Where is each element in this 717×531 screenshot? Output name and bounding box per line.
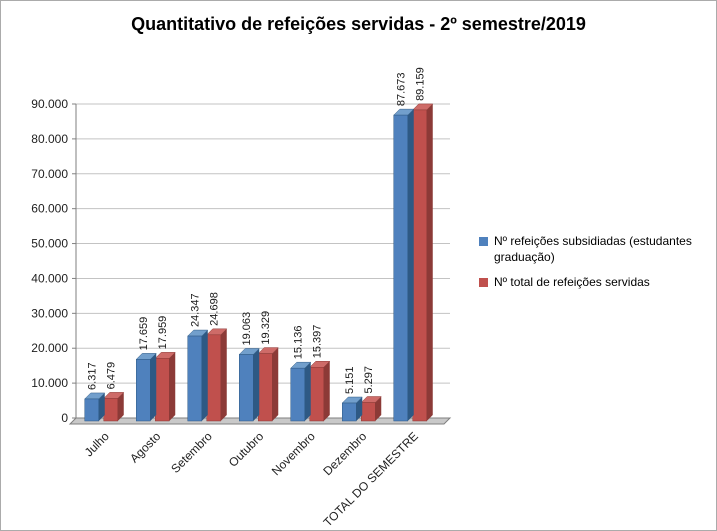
bar-side: [272, 347, 279, 421]
bar-total-0: [103, 398, 118, 422]
bar-subsidiadas-6: [393, 114, 408, 422]
data-label: 6.317: [87, 362, 99, 390]
y-axis-label: 0: [61, 411, 68, 425]
y-axis-label: 10.000: [31, 376, 68, 390]
x-axis-label-2: Setembro: [168, 429, 215, 476]
legend-label-subsidiadas: Nº refeições subsidiadas (estudantes gra…: [494, 234, 692, 264]
bar-subsidiadas-1: [136, 359, 151, 422]
data-label: 87.673: [396, 72, 408, 106]
legend-item-subsidiadas: Nº refeições subsidiadas (estudantes gra…: [479, 234, 713, 265]
bar-side: [375, 396, 382, 421]
data-label: 17.659: [138, 317, 150, 351]
y-axis-label: 80.000: [31, 132, 68, 146]
bar-total-1: [155, 358, 170, 422]
bar-side: [201, 330, 208, 421]
bar-side: [304, 362, 311, 421]
data-label: 24.347: [190, 293, 202, 327]
bar-total-5: [361, 402, 376, 422]
chart-title: Quantitativo de refeições servidas - 2º …: [131, 14, 586, 34]
bar-subsidiadas-2: [187, 335, 202, 422]
bar-subsidiadas-5: [342, 402, 357, 422]
bar-side: [150, 353, 157, 421]
bar-side: [426, 103, 433, 422]
legend-label-total: Nº total de refeições servidas: [494, 275, 650, 290]
data-label: 5.297: [363, 366, 375, 394]
y-axis-label: 60.000: [31, 202, 68, 216]
legend-item-total: Nº total de refeições servidas: [479, 275, 713, 291]
data-label: 19.063: [241, 312, 253, 346]
data-label: 6.479: [106, 362, 118, 390]
data-label: 15.136: [293, 326, 305, 360]
x-axis-label-5: Dezembro: [320, 429, 369, 478]
y-axis-label: 70.000: [31, 167, 68, 181]
bar-side: [323, 361, 330, 421]
legend-swatch-red-icon: [479, 278, 488, 288]
legend-swatch-blue-icon: [479, 237, 488, 246]
bar-side: [220, 328, 227, 421]
data-label: 17.959: [157, 316, 169, 350]
bar-total-6: [412, 109, 427, 422]
data-label: 19.329: [260, 311, 272, 345]
bar-side: [356, 397, 363, 421]
bar-total-4: [309, 367, 324, 422]
bar-subsidiadas-3: [239, 354, 254, 422]
data-label: 5.151: [344, 366, 356, 394]
x-axis-label-0: Julho: [82, 429, 112, 459]
x-axis-label-4: Novembro: [269, 429, 318, 478]
y-axis-label: 50.000: [31, 237, 68, 251]
bar-total-3: [258, 353, 273, 422]
x-axis-label-6: TOTAL DO SEMESTRE: [321, 429, 421, 529]
bar-subsidiadas-4: [290, 367, 305, 422]
bar-total-2: [206, 334, 221, 422]
y-axis-label: 30.000: [31, 306, 68, 320]
bar-subsidiadas-0: [84, 398, 99, 422]
bar-side: [169, 352, 176, 421]
bar-side: [253, 348, 260, 421]
bar-side: [117, 392, 124, 421]
y-axis-label: 20.000: [31, 341, 68, 355]
data-label: 15.397: [312, 325, 324, 359]
data-label: 24.698: [209, 292, 221, 326]
x-axis-label-1: Agosto: [127, 429, 164, 466]
y-axis-label: 40.000: [31, 271, 68, 285]
y-axis-label: 90.000: [31, 97, 68, 111]
data-label: 89.159: [415, 67, 427, 101]
x-axis-label-3: Outubro: [226, 429, 267, 470]
bar-side: [98, 392, 105, 421]
legend: Nº refeições subsidiadas (estudantes gra…: [479, 234, 713, 301]
bar-side: [407, 109, 414, 421]
